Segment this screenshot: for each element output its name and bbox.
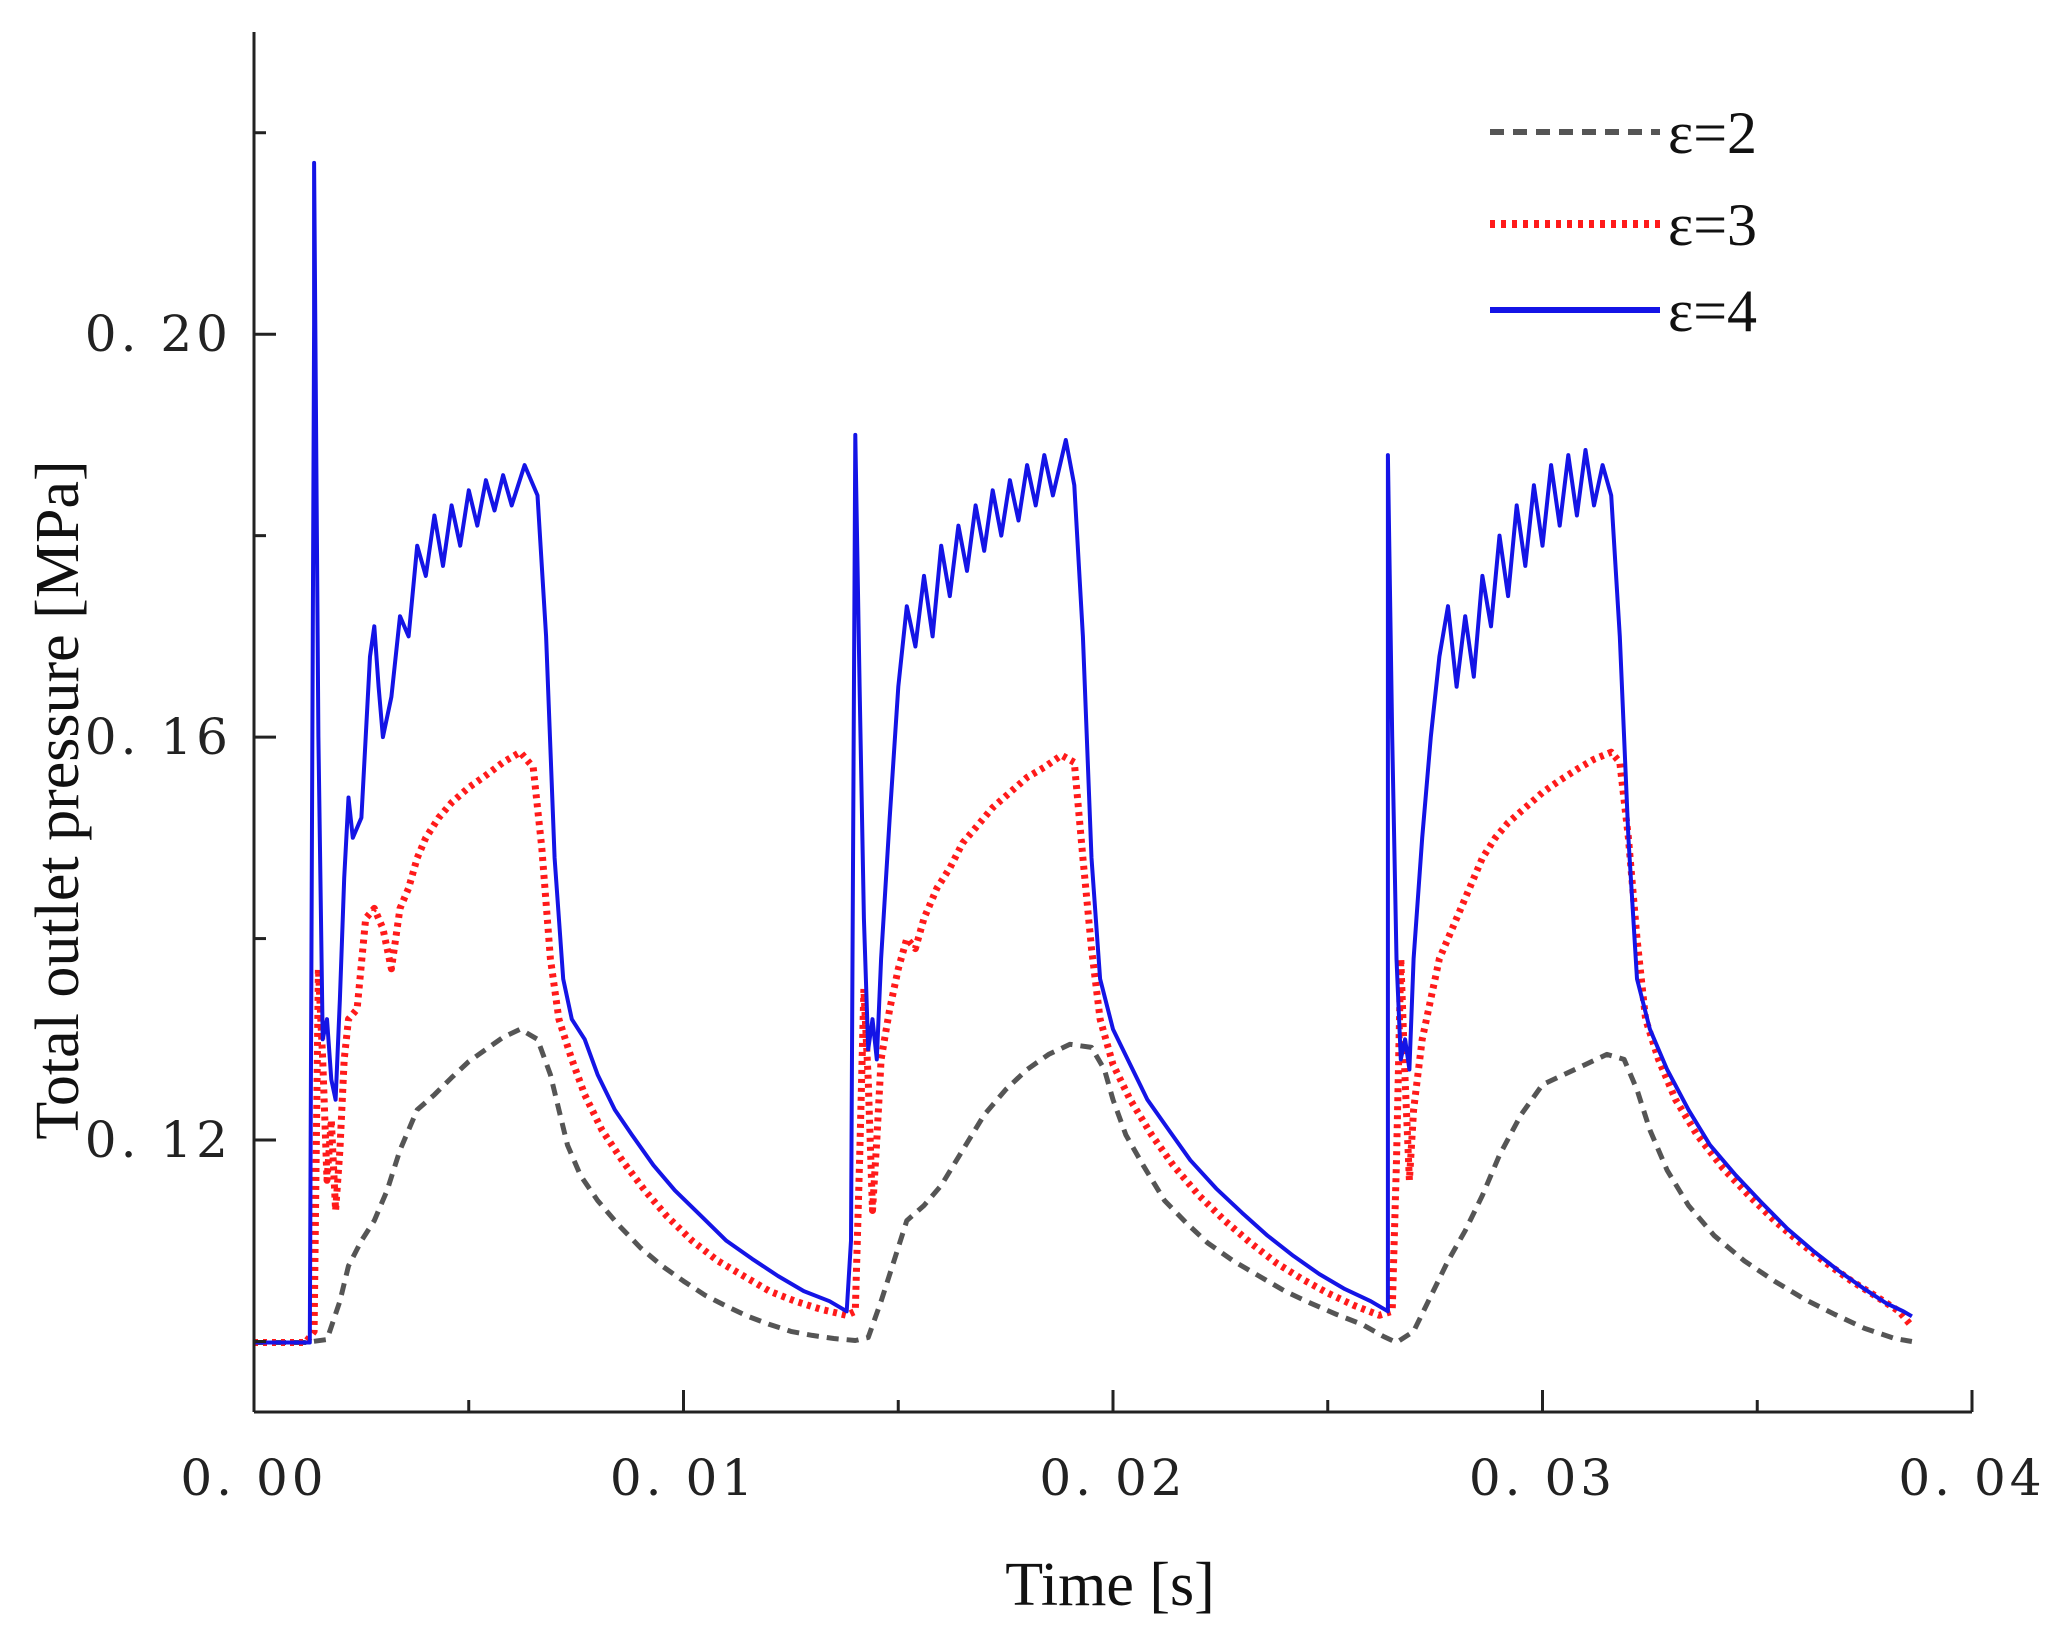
legend-label-eps4: ε=4: [1668, 278, 1757, 344]
y-tick-label: 0. 12: [85, 1111, 232, 1169]
x-axis-title: Time [s]: [1005, 1551, 1215, 1619]
y-tick-label: 0. 20: [85, 305, 232, 363]
y-ticks: 0. 12 0. 16 0. 20: [85, 131, 276, 1343]
y-tick-label: 0. 16: [85, 708, 232, 766]
x-tick-label: 0. 00: [180, 1449, 327, 1507]
x-tick-label: 0. 03: [1469, 1449, 1616, 1507]
legend-label-eps3: ε=3: [1668, 192, 1757, 258]
series-eps4-line: [254, 160, 1913, 1345]
x-tick-label: 0. 02: [1039, 1449, 1186, 1507]
legend: ε=2 ε=3 ε=4: [1490, 100, 1757, 344]
series-eps2-line: [254, 1026, 1913, 1345]
series-eps3-line: [254, 748, 1915, 1346]
legend-label-eps2: ε=2: [1668, 100, 1757, 166]
x-tick-label: 0. 01: [610, 1449, 757, 1507]
x-ticks: 0. 00 0. 01 0. 02 0. 03 0. 04: [180, 1390, 2045, 1507]
plot-lines: [254, 160, 1915, 1346]
x-tick-label: 0. 04: [1898, 1449, 2045, 1507]
y-axis-title: Total outlet pressure [MPa]: [24, 460, 92, 1139]
